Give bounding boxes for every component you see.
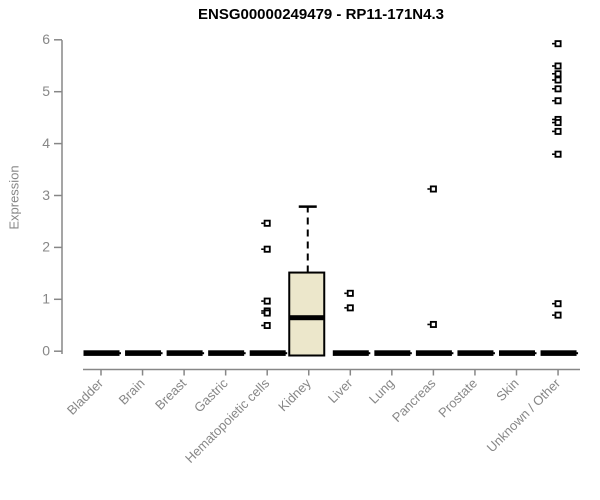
flat-box-skin [499, 350, 535, 356]
outlier-point-unknown-other [554, 97, 562, 105]
y-tick-label: 2 [42, 239, 50, 255]
flat-box-liver [332, 350, 369, 356]
x-tick-label-skin: Skin [493, 376, 521, 404]
flat-box-hematopoietic-cells [249, 350, 286, 356]
outlier-point-unknown-other [554, 76, 562, 84]
x-tick-label-pancreas: Pancreas [389, 375, 439, 425]
y-tick-label: 1 [42, 291, 50, 307]
x-tick-label-kidney: Kidney [275, 375, 314, 414]
outlier-point-unknown-other [554, 119, 562, 127]
y-tick-label: 3 [42, 187, 50, 203]
flat-box-prostate [457, 350, 494, 356]
x-tick-label-unknown-other: Unknown / Other [484, 375, 564, 455]
outlier-point-hematopoietic-cells [263, 309, 271, 317]
x-tick-label-gastric: Gastric [191, 375, 231, 415]
y-tick-label: 0 [42, 343, 50, 359]
outlier-point-unknown-other [554, 127, 562, 135]
outlier-point-unknown-other [554, 40, 562, 48]
y-axis-label: Expression [6, 165, 22, 230]
x-tick-label-breast: Breast [152, 375, 189, 412]
flat-box-bladder [83, 350, 120, 356]
x-tick-label-bladder: Bladder [64, 375, 107, 418]
outlier-point-unknown-other [554, 311, 562, 319]
outlier-point-hematopoietic-cells [263, 219, 271, 227]
y-tick-label: 6 [42, 31, 50, 47]
outlier-point-unknown-other [554, 62, 562, 70]
outlier-point-unknown-other [554, 300, 562, 308]
outlier-point-liver [346, 289, 354, 297]
median-line-kidney [289, 315, 325, 321]
y-tick-label: 4 [42, 135, 50, 151]
x-tick-label-brain: Brain [116, 376, 148, 408]
outlier-point-hematopoietic-cells [263, 245, 271, 253]
chart-title: ENSG00000249479 - RP11-171N4.3 [197, 6, 444, 23]
x-tick-label-lung: Lung [366, 376, 397, 407]
outlier-point-unknown-other [554, 85, 562, 93]
outlier-point-pancreas [429, 320, 437, 328]
outlier-point-pancreas [429, 185, 437, 193]
outlier-point-liver [346, 304, 354, 312]
outlier-point-unknown-other [554, 70, 562, 78]
flat-box-unknown-other [540, 350, 577, 356]
x-tick-label-prostate: Prostate [435, 376, 480, 421]
flat-box-lung [374, 350, 411, 356]
y-tick-label: 5 [42, 83, 50, 99]
x-tick-label-liver: Liver [325, 375, 356, 406]
flat-box-pancreas [415, 350, 452, 356]
outlier-point-hematopoietic-cells [263, 321, 271, 329]
flat-box-brain [125, 350, 162, 356]
flat-box-gastric [208, 350, 245, 356]
flat-box-breast [166, 350, 203, 356]
outlier-point-hematopoietic-cells [263, 297, 271, 305]
outlier-point-unknown-other [554, 150, 562, 158]
box-kidney [288, 271, 326, 357]
